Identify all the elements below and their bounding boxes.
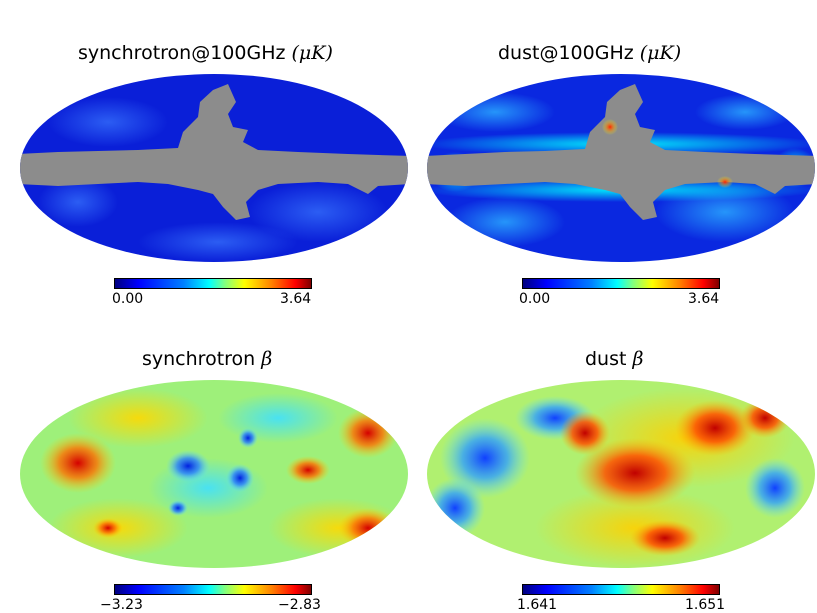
title-unit: β (632, 348, 644, 370)
title-text: synchrotron (142, 348, 256, 370)
colorbar (522, 584, 720, 595)
panel-title: synchrotron@100GHz (μK) (78, 42, 333, 64)
colorbar-max-label: 1.651 (685, 597, 726, 613)
colorbar-max-label: −2.83 (278, 597, 321, 613)
mollweide-map (427, 380, 815, 568)
title-text: dust (585, 348, 627, 370)
galactic-mask (20, 84, 408, 220)
panel-title: synchrotron β (142, 348, 272, 370)
mollweide-map (427, 74, 815, 262)
galactic-mask (427, 84, 815, 220)
colorbar-min-label: 0.00 (112, 291, 144, 307)
colorbar (114, 278, 312, 289)
title-unit: (μK) (291, 42, 333, 64)
colorbar-min-label: 1.641 (517, 597, 558, 613)
colorbar (522, 278, 720, 289)
mollweide-map (20, 74, 408, 262)
title-text: dust@100GHz (498, 42, 634, 64)
title-text: synchrotron@100GHz (78, 42, 286, 64)
colorbar-min-label: −3.23 (100, 597, 143, 613)
colorbar (114, 584, 312, 595)
panel-title: dust@100GHz (μK) (498, 42, 681, 64)
panel-title: dust β (585, 348, 643, 370)
title-unit: (μK) (639, 42, 682, 64)
title-unit: β (261, 348, 273, 370)
colorbar-min-label: 0.00 (519, 291, 551, 307)
colorbar-max-label: 3.64 (688, 291, 720, 307)
mollweide-map (20, 380, 408, 568)
colorbar-max-label: 3.64 (280, 291, 312, 307)
